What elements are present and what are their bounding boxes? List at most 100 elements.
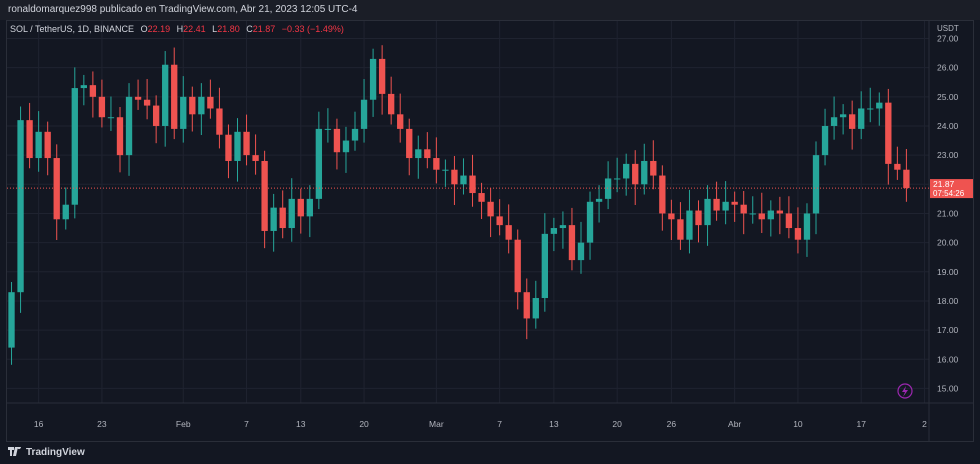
price-tick-label: 20.00: [937, 238, 959, 248]
time-tick-label: Mar: [429, 419, 444, 429]
footer: TradingView: [0, 442, 980, 464]
candle-body: [116, 117, 124, 156]
candle-body: [704, 198, 711, 226]
candle-body: [26, 120, 33, 159]
open-value: 22.19: [147, 24, 171, 34]
candle-body: [125, 96, 133, 156]
candle-body: [324, 128, 332, 130]
time-tick-label: 7: [244, 419, 249, 429]
candle-body: [8, 292, 15, 348]
currency-label: USDT: [937, 24, 959, 33]
candle-body: [559, 225, 567, 229]
tradingview-icon: [8, 447, 21, 456]
time-tick-label: 10: [793, 419, 803, 429]
symbol-name: SOL / TetherUS, 1D, BINANCE: [10, 24, 135, 34]
last-price-badge: [930, 179, 973, 199]
time-tick-label: 26: [667, 419, 677, 429]
candle-body: [794, 228, 802, 240]
candle-body: [162, 64, 169, 126]
candle-body: [297, 198, 304, 217]
candle-body: [812, 155, 820, 214]
candle-body: [406, 128, 413, 159]
candle-body: [758, 213, 765, 220]
candle-body: [740, 204, 747, 214]
candle-body: [523, 292, 530, 319]
candle-body: [550, 228, 558, 234]
time-tick-label: 2: [922, 419, 927, 429]
time-tick-label: 16: [34, 419, 44, 429]
candle-body: [80, 85, 87, 89]
candle-body: [360, 99, 368, 129]
candle-body: [451, 169, 458, 185]
candle-body: [541, 233, 548, 299]
candle-body: [53, 158, 60, 220]
candle-body: [623, 163, 630, 179]
low-value: 21.80: [217, 24, 240, 34]
candle-body: [415, 149, 422, 159]
time-tick-label: 13: [296, 419, 306, 429]
price-tick-label: 17.00: [937, 325, 959, 335]
symbol-legend: SOL / TetherUS, 1D, BINANCE O22.19 H22.4…: [10, 24, 344, 34]
candle-body: [433, 158, 440, 170]
price-tick-label: 26.00: [937, 63, 959, 73]
candle-body: [469, 175, 476, 194]
tradingview-logo[interactable]: TradingView: [8, 447, 85, 458]
candle-body: [369, 58, 377, 100]
candle-body: [460, 175, 467, 185]
time-tick-label: 20: [359, 419, 369, 429]
candle-body: [686, 210, 693, 240]
candle-body: [397, 114, 404, 129]
price-tick-label: 25.00: [937, 92, 959, 102]
close-value: 21.87: [252, 24, 276, 34]
candle-body: [613, 178, 621, 180]
candle-body: [342, 140, 350, 153]
candle-body: [252, 155, 259, 161]
chart-pane[interactable]: USDT 15.00 16.00 17.00 18.00 19.00 20.00 21.00 2…: [6, 20, 974, 442]
brand-name: TradingView: [26, 447, 85, 458]
candle-body: [577, 242, 585, 261]
candle-body: [668, 213, 675, 220]
time-tick-label: 23: [97, 419, 107, 429]
last-price-value: 21.87: [933, 179, 955, 189]
candle-body: [885, 102, 892, 164]
candle-body: [532, 298, 539, 319]
candle-body: [207, 96, 214, 109]
candlestick-chart[interactable]: USDT 15.00 16.00 17.00 18.00 19.00 20.00 21.00 2…: [7, 21, 973, 441]
candle-body: [858, 108, 865, 129]
candle-body: [225, 134, 232, 161]
candle-body: [198, 96, 205, 115]
candle-body: [641, 160, 648, 185]
candle-body: [650, 160, 657, 176]
high-value: 22.41: [183, 24, 206, 34]
price-tick-label: 15.00: [937, 383, 959, 393]
candle-body: [424, 149, 431, 159]
candle-body: [849, 114, 856, 129]
candle-body: [894, 163, 901, 170]
candle-body: [35, 131, 42, 159]
candle-body: [568, 225, 576, 261]
countdown-value: 07:54:26: [933, 189, 965, 198]
price-tick-label: 24.00: [937, 121, 959, 131]
candle-body: [785, 213, 793, 229]
candle-body: [243, 131, 250, 156]
high-label: H: [176, 24, 184, 34]
candle-body: [351, 128, 359, 141]
candle-body: [767, 210, 774, 220]
candle-body: [876, 102, 883, 109]
candle-body: [695, 210, 702, 226]
candle-body: [632, 163, 639, 185]
candle-body: [378, 58, 386, 94]
candle-body: [180, 96, 187, 129]
change-value: −0.33 (−1.49%): [281, 24, 344, 34]
candle-body: [442, 169, 449, 171]
candle-body: [143, 99, 151, 106]
price-tick-label: 18.00: [937, 296, 959, 306]
candle-body: [216, 108, 223, 135]
time-tick-label: 20: [612, 419, 622, 429]
candle-body: [71, 88, 78, 205]
candle-body: [505, 225, 512, 240]
candle-body: [234, 131, 241, 161]
candle-body: [821, 125, 829, 156]
candle-body: [514, 239, 521, 293]
candle-body: [333, 128, 341, 153]
